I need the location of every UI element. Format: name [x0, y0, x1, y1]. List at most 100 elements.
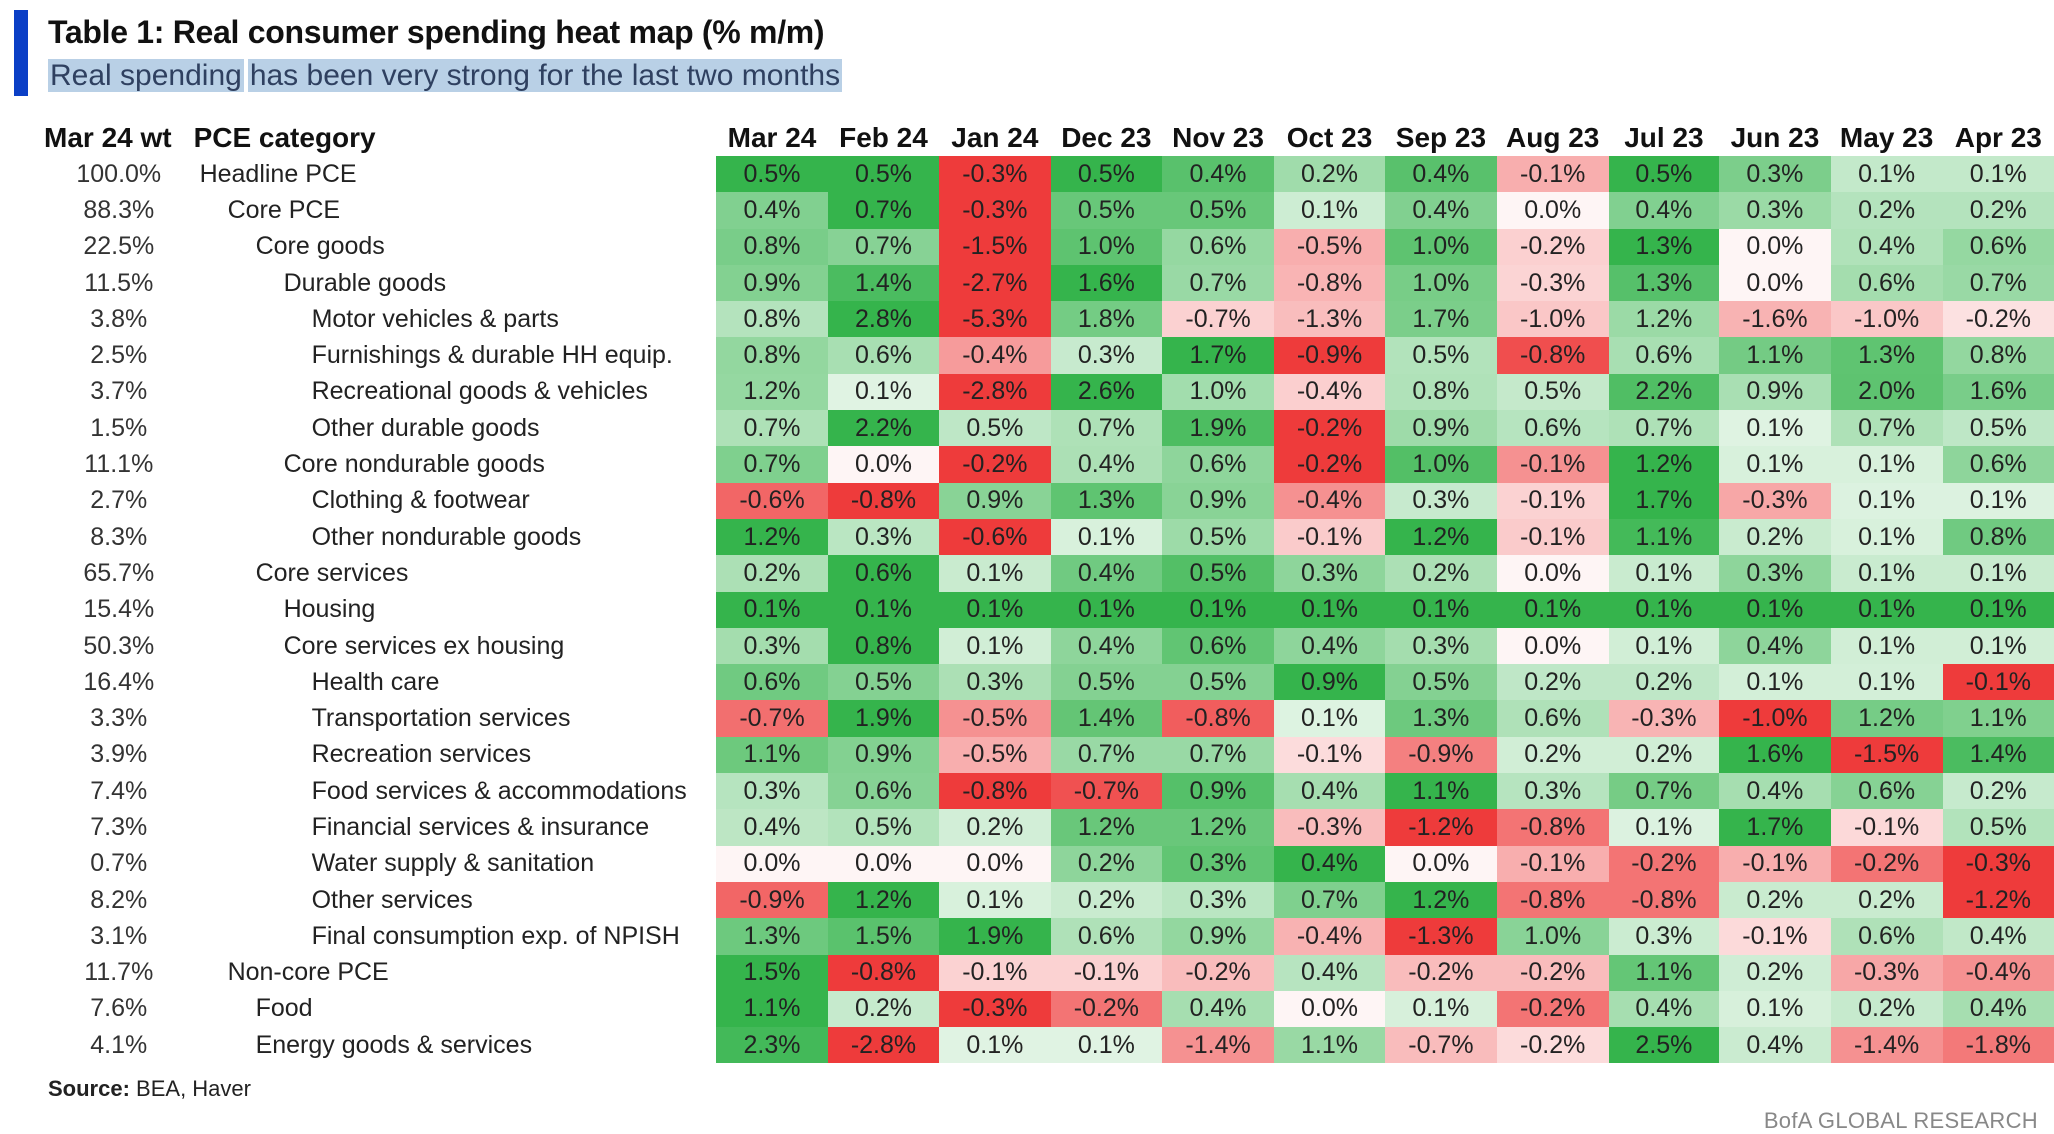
category-column-header: PCE category — [193, 122, 376, 153]
heat-cell: 0.9% — [827, 736, 940, 774]
heat-cell: 1.0% — [1385, 228, 1497, 265]
table-row: 88.3% Core PCE 0.4% 0.7% -0.3% 0.5% 0.5% 0.1% 0.… — [44, 192, 2054, 229]
heat-cell: 0.0% — [1273, 990, 1386, 1028]
row-category: Financial services & insurance — [311, 812, 650, 841]
heat-cell: 0.0% — [1385, 845, 1497, 882]
heat-cell: 1.4% — [1942, 736, 2054, 774]
heat-cell: 0.7% — [827, 228, 940, 265]
heat-cell: 0.9% — [716, 264, 828, 302]
heat-cell: 0.1% — [1273, 192, 1386, 229]
heat-cell: -0.8% — [939, 773, 1051, 810]
heat-cell: 1.5% — [716, 954, 828, 991]
row-weight: 7.6% — [90, 994, 148, 1023]
heat-cell: -0.3% — [1273, 809, 1386, 846]
heat-cell: -0.3% — [1719, 482, 1831, 519]
heat-cell: -0.3% — [1496, 264, 1609, 302]
row-weight: 50.3% — [83, 631, 155, 660]
source-note: Source: BEA, Haver — [48, 1076, 251, 1102]
heat-cell: 0.5% — [1050, 192, 1163, 229]
heat-cell: 1.3% — [1830, 337, 1943, 374]
row-category: Motor vehicles & parts — [311, 304, 559, 333]
heat-cell: 0.6% — [1162, 627, 1274, 665]
heat-cell: -0.1% — [1942, 664, 2054, 701]
table-title: Table 1: Real consumer spending heat map… — [48, 14, 825, 50]
heat-cell: -1.2% — [1942, 881, 2054, 919]
row-category: Core nondurable goods — [283, 450, 545, 479]
heat-cell: 0.9% — [1162, 482, 1274, 519]
row-weight: 8.2% — [90, 885, 148, 914]
heat-cell: -0.3% — [1830, 954, 1943, 991]
heat-cell: 0.2% — [1942, 773, 2054, 810]
heat-cell: 0.7% — [1830, 410, 1943, 447]
row-weight: 3.3% — [90, 704, 148, 733]
heat-cell: -0.9% — [716, 881, 828, 919]
heat-cell: -0.2% — [1496, 954, 1609, 991]
heat-cell: 0.3% — [1273, 555, 1386, 592]
heat-cell: 0.4% — [1050, 555, 1163, 592]
heat-cell: -0.1% — [1719, 845, 1831, 882]
heat-cell: 1.3% — [1050, 482, 1163, 519]
heat-cell: 1.2% — [1162, 809, 1274, 846]
brand-watermark: BofA GLOBAL RESEARCH — [1763, 1108, 2038, 1133]
table-row: 7.3% Financial services & insurance 0.4% 0.… — [44, 809, 2054, 846]
heat-cell: 0.0% — [1496, 627, 1609, 665]
month-header: Aug 23 — [1506, 122, 1600, 153]
heat-cell: -0.1% — [1830, 809, 1943, 846]
heat-cell: -0.2% — [1162, 954, 1274, 991]
table-row: 2.7% Clothing & footwear -0.6% -0.8% 0.9% 1.3… — [44, 482, 2054, 519]
row-category: Food services & accommodations — [311, 776, 687, 805]
heat-cell: 0.5% — [1162, 192, 1274, 229]
heat-cell: 1.2% — [1050, 809, 1163, 846]
heat-cell: -2.8% — [939, 373, 1051, 411]
heatmap-body: 100.0% Headline PCE 0.5% 0.5% -0.3% 0.5% 0.4% 0… — [44, 156, 2054, 1064]
table-row: 50.3% Core services ex housing 0.3% 0.8% 0.1… — [44, 627, 2054, 665]
heat-cell: 0.2% — [1496, 664, 1609, 701]
heat-cell: 0.4% — [1050, 446, 1163, 483]
heat-cell: -0.4% — [1273, 373, 1386, 411]
heat-cell: 1.1% — [1608, 954, 1720, 991]
heat-cell: 0.5% — [827, 809, 940, 846]
heat-cell: 0.2% — [1608, 736, 1720, 774]
heat-cell: 0.1% — [1942, 591, 2054, 628]
month-header: Mar 24 — [727, 122, 817, 153]
heat-cell: 1.3% — [1608, 264, 1720, 302]
heat-cell: 0.9% — [939, 482, 1051, 519]
heat-cell: -0.3% — [1608, 700, 1720, 737]
heat-cell: 0.2% — [1273, 156, 1386, 193]
heat-cell: 0.1% — [1830, 591, 1943, 628]
heat-cell: -0.2% — [1496, 228, 1609, 265]
heat-cell: 1.0% — [1496, 918, 1609, 955]
table-row: 3.3% Transportation services -0.7% 1.9% -0.5… — [44, 700, 2054, 737]
heat-cell: 0.0% — [939, 845, 1051, 882]
heat-cell: 0.3% — [939, 664, 1051, 701]
table-row: 0.7% Water supply & sanitation 0.0% 0.0% 0.0… — [44, 845, 2054, 882]
table-row: 22.5% Core goods 0.8% 0.7% -1.5% 1.0% 0.6% -0.5… — [44, 228, 2054, 265]
row-weight: 3.9% — [90, 740, 148, 769]
heat-cell: -0.1% — [1273, 736, 1386, 774]
row-weight: 3.1% — [90, 921, 148, 950]
month-header: Apr 23 — [1954, 122, 2042, 153]
heat-cell: -0.7% — [1050, 773, 1163, 810]
heat-cell: 0.3% — [1719, 192, 1831, 229]
table-row: 3.1% Final consumption exp. of NPISH 1.3% 1… — [44, 918, 2054, 955]
row-category: Non-core PCE — [227, 958, 389, 987]
heat-cell: 1.6% — [1719, 736, 1831, 774]
heat-cell: 1.9% — [827, 700, 940, 737]
month-header: Dec 23 — [1061, 122, 1152, 153]
heat-cell: 0.5% — [1942, 809, 2054, 846]
heat-cell: 0.2% — [1719, 954, 1831, 991]
heat-cell: -0.4% — [1273, 482, 1386, 519]
heat-cell: 0.0% — [1496, 555, 1609, 592]
heat-cell: 0.4% — [716, 192, 828, 229]
heat-cell: 0.6% — [1496, 700, 1609, 737]
heat-cell: 0.0% — [716, 845, 828, 882]
heat-cell: 0.4% — [1719, 1027, 1831, 1064]
heat-cell: -1.3% — [1385, 918, 1497, 955]
heat-cell: -0.1% — [1050, 954, 1163, 991]
heat-cell: 0.1% — [1608, 627, 1720, 665]
heat-cell: 0.1% — [1273, 700, 1386, 737]
heat-cell: 1.2% — [827, 881, 940, 919]
heat-cell: 0.4% — [1608, 990, 1720, 1028]
heat-cell: -0.1% — [1496, 845, 1609, 882]
heat-cell: 0.8% — [1942, 337, 2054, 374]
